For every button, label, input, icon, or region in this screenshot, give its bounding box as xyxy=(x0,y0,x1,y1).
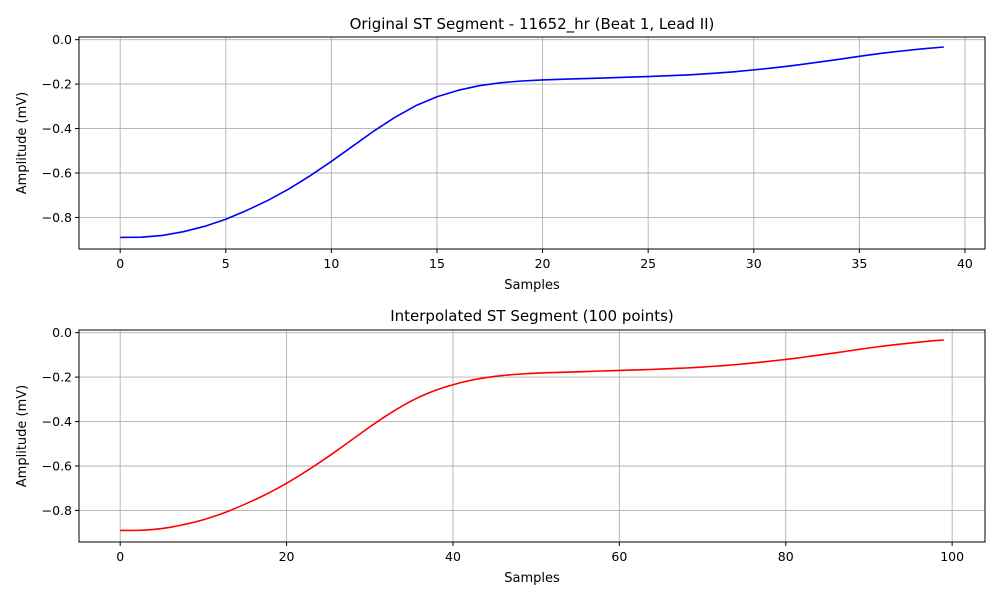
y-tick-label: −0.4 xyxy=(42,414,72,429)
x-tick-label: 5 xyxy=(222,256,230,271)
y-tick-label: −0.6 xyxy=(42,166,72,181)
y-tick-label: 0.0 xyxy=(52,32,72,47)
y-tick-label: −0.6 xyxy=(42,459,72,474)
plot-frame xyxy=(78,36,986,250)
y-tick-label: −0.4 xyxy=(42,121,72,136)
y-axis-label: Amplitude (mV) xyxy=(15,385,30,487)
y-tick-label: 0.0 xyxy=(52,325,72,340)
x-tick-label: 10 xyxy=(323,256,339,271)
x-tick-label: 40 xyxy=(445,549,461,564)
x-tick-label: 35 xyxy=(851,256,867,271)
plot-frame xyxy=(78,329,986,543)
series-line xyxy=(120,339,944,532)
x-tick-label: 80 xyxy=(778,549,794,564)
y-tick-label: −0.2 xyxy=(42,77,72,92)
y-axis-label: Amplitude (mV) xyxy=(15,92,30,194)
y-tick-label: −0.2 xyxy=(42,370,72,385)
x-tick-label: 100 xyxy=(940,549,964,564)
x-tick-label: 0 xyxy=(116,549,124,564)
x-tick-label: 0 xyxy=(116,256,124,271)
chart-title: Interpolated ST Segment (100 points) xyxy=(390,307,674,325)
x-tick-label: 20 xyxy=(279,549,295,564)
x-tick-label: 20 xyxy=(535,256,551,271)
x-tick-label: 30 xyxy=(746,256,762,271)
y-tick-label: −0.8 xyxy=(42,210,72,225)
chart-original-st-segment: Original ST Segment - 11652_hr (Beat 1, … xyxy=(15,15,986,293)
x-tick-label: 40 xyxy=(957,256,973,271)
x-tick-label: 25 xyxy=(640,256,656,271)
series-line xyxy=(120,46,944,239)
y-tick-label: −0.8 xyxy=(42,503,72,518)
x-tick-label: 15 xyxy=(429,256,445,271)
x-tick-label: 60 xyxy=(611,549,627,564)
chart-interpolated-st-segment: Interpolated ST Segment (100 points) 0 20… xyxy=(15,307,986,586)
chart-title: Original ST Segment - 11652_hr (Beat 1, … xyxy=(350,15,715,34)
x-axis-label: Samples xyxy=(504,571,560,586)
x-axis-label: Samples xyxy=(504,278,560,293)
